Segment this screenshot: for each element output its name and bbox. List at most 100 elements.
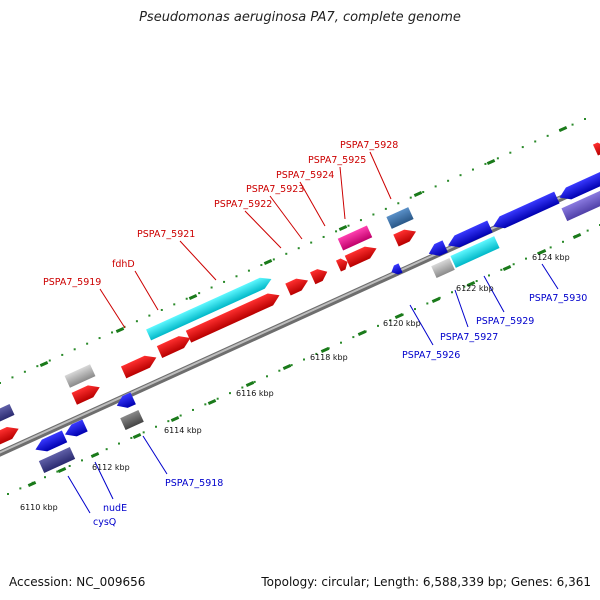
gene-fdhD-shape: [146, 277, 272, 341]
scale-tick: [572, 232, 582, 240]
upper-dot: [185, 297, 188, 300]
gene-label[interactable]: PSPA7_5918: [165, 478, 223, 489]
gene-label[interactable]: PSPA7_5922: [214, 199, 272, 210]
lower-dot: [44, 476, 46, 479]
gene-label[interactable]: PSPA7_5926: [402, 350, 460, 361]
lower-dot: [438, 296, 441, 299]
gene-nudE-arrow[interactable]: [62, 419, 88, 441]
upper-dot: [36, 365, 39, 368]
gene-cysQ-arrow[interactable]: [33, 430, 68, 455]
gene-PSPA7-5919[interactable]: [120, 352, 159, 379]
upper-dot: [335, 230, 338, 233]
gene-PSPA7-5926[interactable]: [389, 263, 403, 276]
gene-left-red[interactable]: [0, 423, 21, 448]
upper-dot: [384, 207, 387, 210]
gene-PSPA7-5918[interactable]: [114, 392, 136, 411]
leader-line: [339, 166, 346, 220]
lower-dot: [549, 246, 552, 249]
upper-dot: [459, 174, 462, 177]
gene-gray-5927[interactable]: [431, 257, 455, 279]
gene-blue-small[interactable]: [426, 240, 448, 259]
gene-label[interactable]: fdhD: [112, 259, 135, 270]
gene-red-5928b[interactable]: [393, 226, 418, 247]
gene-PSPA7-5928[interactable]: [386, 207, 414, 229]
upper-dot: [135, 320, 138, 323]
gene-right-edge-red[interactable]: [592, 140, 600, 156]
lower-dot: [105, 448, 108, 451]
gene-cysQ-shape: [38, 447, 76, 473]
gene-PSPA7-5930[interactable]: [490, 191, 560, 233]
scale-tick: [90, 451, 100, 459]
gene-label[interactable]: PSPA7_5919: [43, 277, 101, 288]
scale-tick-label: 6116 kbp: [236, 389, 274, 398]
gene-PSPA7-5922[interactable]: [285, 275, 310, 296]
lower-dot: [512, 263, 515, 266]
lower-dot: [426, 302, 429, 305]
gene-left-navy[interactable]: [0, 403, 15, 425]
scale-tick: [115, 326, 125, 334]
gene-label[interactable]: PSPA7_5928: [340, 140, 398, 151]
lower-dot: [216, 397, 219, 400]
scale-tick-label: 6110 kbp: [20, 503, 58, 512]
scale-tick: [558, 125, 568, 133]
gene-label[interactable]: PSPA7_5930: [529, 293, 587, 304]
upper-dot: [372, 213, 375, 216]
gene-fdhD-partial[interactable]: [156, 332, 193, 358]
gene-dark-gray-shape: [120, 409, 144, 431]
gene-PSPA7-5924[interactable]: [335, 256, 350, 272]
gene-PSPA7-5923[interactable]: [310, 266, 330, 285]
gene-PSPA7-5925[interactable]: [344, 242, 380, 268]
upper-dot: [86, 342, 89, 345]
gene-PSPA7-5927[interactable]: [445, 220, 493, 252]
upper-dot: [484, 162, 487, 165]
upper-dot: [73, 348, 76, 351]
gene-label[interactable]: PSPA7_5924: [276, 170, 334, 181]
leader-line: [409, 304, 434, 346]
gene-cysQ[interactable]: [38, 447, 76, 473]
scale-tick-label: 6122 kbp: [456, 284, 494, 293]
gene-cysQ-arrow-shape: [35, 430, 68, 452]
gene-blue-small-shape: [428, 240, 448, 256]
upper-dot: [0, 382, 1, 384]
gene-PSPA7-5922-shape: [285, 278, 309, 296]
gene-magenta[interactable]: [337, 225, 373, 251]
upper-dot: [310, 241, 313, 244]
lower-dot: [229, 392, 231, 395]
gene-label[interactable]: nudE: [103, 503, 127, 514]
leader-line: [299, 181, 326, 227]
scale-tick: [466, 280, 476, 288]
scale-tick: [394, 312, 404, 320]
gene-unlabeled-red-shape: [71, 385, 100, 405]
scale-tick: [338, 224, 348, 232]
leader-line: [67, 475, 91, 514]
lower-dot: [327, 347, 330, 350]
gene-unlabeled-red[interactable]: [71, 381, 103, 405]
lower-dot: [68, 464, 71, 467]
gene-label[interactable]: cysQ: [93, 517, 116, 528]
upper-dot: [297, 247, 300, 250]
upper-dot: [359, 219, 362, 222]
gene-dark-gray[interactable]: [120, 409, 144, 431]
leader-line: [142, 435, 168, 475]
gene-label[interactable]: PSPA7_5923: [246, 184, 304, 195]
upper-dot: [347, 224, 350, 227]
lower-dot: [377, 324, 379, 327]
gene-PSPA7-5929[interactable]: [450, 236, 500, 268]
gene-label[interactable]: PSPA7_5921: [137, 229, 195, 240]
gene-fdhD[interactable]: [146, 274, 274, 341]
upper-dot: [61, 353, 64, 356]
gene-label[interactable]: PSPA7_5927: [440, 332, 498, 343]
lower-dot: [155, 425, 157, 428]
upper-dot: [546, 134, 549, 137]
gene-right-purple[interactable]: [561, 186, 600, 222]
scale-tick: [207, 398, 217, 406]
upper-dot: [584, 118, 586, 120]
gene-PSPA7-5921[interactable]: [185, 289, 282, 343]
lower-dot: [463, 285, 466, 288]
gene-unlabeled-gray[interactable]: [64, 364, 96, 388]
gene-label[interactable]: PSPA7_5925: [308, 155, 366, 166]
upper-dot: [322, 235, 325, 238]
lower-dot: [352, 336, 355, 339]
gene-label[interactable]: PSPA7_5929: [476, 316, 534, 327]
